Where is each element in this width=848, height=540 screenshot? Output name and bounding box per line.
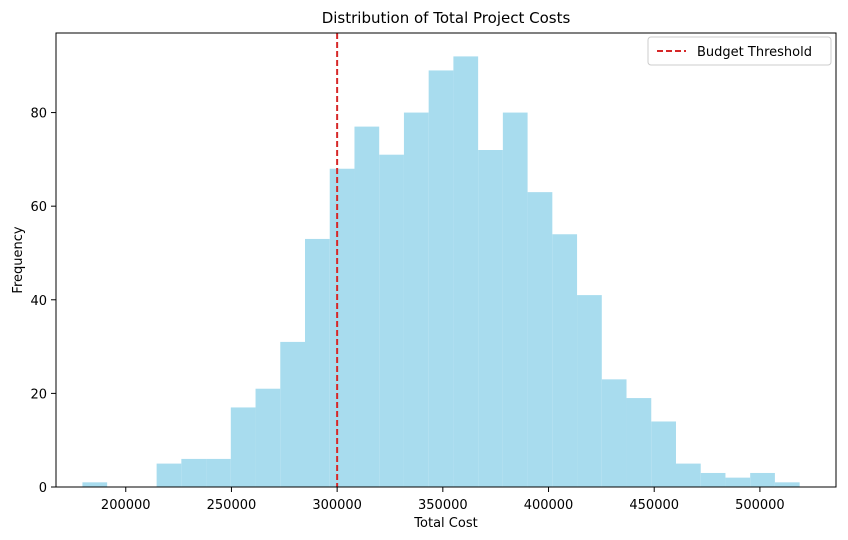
histogram-bar [527,192,553,487]
x-tick-label: 350000 [418,498,468,513]
y-tick-label: 80 [30,107,47,122]
y-axis-label: Frequency [11,226,26,293]
histogram-bar [774,482,800,487]
histogram-bar [329,168,355,487]
histogram-bar [750,472,775,487]
legend: Budget Threshold [647,36,832,66]
histogram-bar [82,482,108,487]
histogram-bar [577,295,602,487]
x-tick-label: 450000 [629,498,679,513]
x-tick-label: 300000 [312,498,362,513]
histogram-bar [626,398,652,487]
histogram-bar [379,154,404,487]
legend-box [647,36,832,66]
histogram-bar [478,150,503,487]
histogram-bar [552,234,578,487]
histogram-bar [156,463,182,487]
x-tick-label: 500000 [735,498,785,513]
histogram-bar [700,472,726,487]
histogram-bar [305,238,330,487]
histogram-bar [502,112,528,487]
histogram-bar [181,458,207,487]
y-tick-label: 40 [30,294,47,309]
y-axis: 0 20 40 60 80 [30,107,56,496]
histogram-bar [601,379,627,487]
plot-frame [55,32,837,488]
y-tick-label: 60 [30,200,47,215]
histogram-bar [725,477,751,487]
y-tick-label: 20 [30,387,47,402]
histogram-bar [280,341,306,487]
x-axis-label: Total Cost [413,516,477,531]
histogram-bar [206,458,231,487]
x-tick-label: 400000 [524,498,574,513]
histogram-bar [255,388,281,487]
x-axis: 200000 250000 300000 350000 400000 450000 5000… [101,487,785,513]
histogram-bar [403,112,429,487]
y-tick-label: 0 [39,481,47,496]
histogram-bar [354,126,380,487]
chart-title: Distribution of Total Project Costs [322,9,571,27]
histogram-bar [675,463,701,487]
histogram-bar [230,407,256,487]
x-tick-label: 200000 [101,498,151,513]
histogram-bar [651,421,676,487]
bars-layer [82,56,800,487]
histogram-bar [428,70,454,487]
x-tick-label: 250000 [207,498,257,513]
legend-threshold-label: Budget Threshold [697,45,812,60]
histogram-bar [453,56,479,487]
